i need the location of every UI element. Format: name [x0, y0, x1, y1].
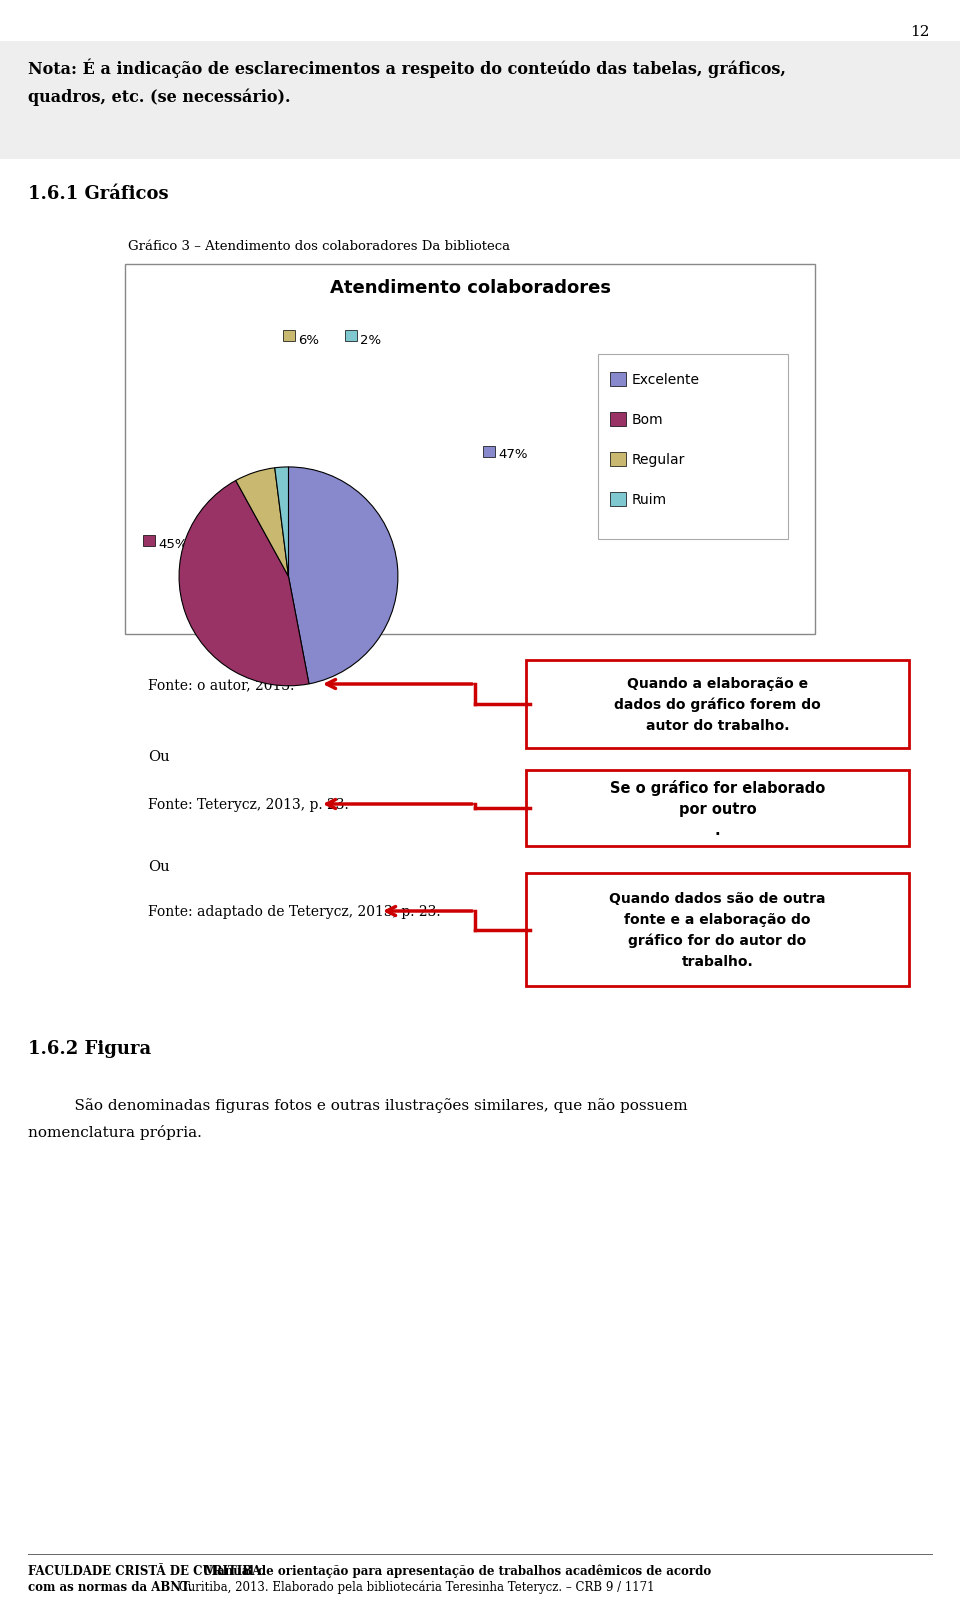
FancyBboxPatch shape [526, 660, 909, 749]
Text: 45%: 45% [158, 537, 187, 550]
Text: Manual de orientação para apresentação de trabalhos acadêmicos de acordo: Manual de orientação para apresentação d… [200, 1564, 711, 1577]
FancyBboxPatch shape [610, 492, 626, 507]
Text: Ruim: Ruim [632, 492, 667, 507]
FancyBboxPatch shape [125, 265, 815, 634]
FancyBboxPatch shape [483, 447, 495, 458]
Text: 2%: 2% [360, 334, 381, 347]
Text: Atendimento colaboradores: Atendimento colaboradores [329, 279, 611, 297]
Wedge shape [180, 481, 309, 686]
Text: com as normas da ABNT.: com as normas da ABNT. [28, 1580, 192, 1593]
Text: São denominadas figuras fotos e outras ilustrações similares, que não possuem: São denominadas figuras fotos e outras i… [55, 1098, 687, 1112]
Text: Se o gráfico for elaborado
por outro
.: Se o gráfico for elaborado por outro . [610, 780, 826, 838]
FancyBboxPatch shape [283, 331, 295, 342]
Text: quadros, etc. (se necessário).: quadros, etc. (se necessário). [28, 87, 291, 105]
Text: Fonte: Teterycz, 2013, p. 23.: Fonte: Teterycz, 2013, p. 23. [148, 797, 348, 812]
Text: Gráfico 3 – Atendimento dos colaboradores Da biblioteca: Gráfico 3 – Atendimento dos colaboradore… [128, 240, 510, 253]
Wedge shape [236, 468, 288, 578]
Text: Excelente: Excelente [632, 373, 700, 387]
Text: 47%: 47% [498, 449, 527, 462]
Text: Ou: Ou [148, 860, 170, 873]
FancyBboxPatch shape [526, 770, 909, 846]
FancyBboxPatch shape [0, 42, 960, 160]
Text: 6%: 6% [298, 334, 319, 347]
FancyBboxPatch shape [610, 413, 626, 426]
Text: Regular: Regular [632, 452, 685, 466]
Text: Quando dados são de outra
fonte e a elaboração do
gráfico for do autor do
trabal: Quando dados são de outra fonte e a elab… [610, 891, 826, 968]
Text: Bom: Bom [632, 413, 663, 426]
Text: Nota: É a indicação de esclarecimentos a respeito do conteúdo das tabelas, gráfi: Nota: É a indicação de esclarecimentos a… [28, 58, 786, 77]
Wedge shape [275, 468, 288, 578]
FancyBboxPatch shape [598, 355, 788, 539]
Text: Fonte: o autor, 2013.: Fonte: o autor, 2013. [148, 678, 295, 691]
Text: 12: 12 [910, 24, 929, 39]
Text: Ou: Ou [148, 749, 170, 763]
Text: nomenclatura própria.: nomenclatura própria. [28, 1125, 202, 1139]
Text: Quando a elaboração e
dados do gráfico forem do
autor do trabalho.: Quando a elaboração e dados do gráfico f… [614, 676, 821, 733]
FancyBboxPatch shape [345, 331, 357, 342]
Text: Curitiba, 2013. Elaborado pela bibliotecária Teresinha Teterycz. – CRB 9 / 1171: Curitiba, 2013. Elaborado pela bibliotec… [175, 1580, 655, 1593]
Text: 1.6.2 Figura: 1.6.2 Figura [28, 1039, 151, 1057]
Text: FACULDADE CRISTÃ DE CURITIBA.: FACULDADE CRISTÃ DE CURITIBA. [28, 1564, 265, 1577]
FancyBboxPatch shape [610, 373, 626, 387]
FancyBboxPatch shape [610, 452, 626, 466]
FancyBboxPatch shape [143, 536, 155, 547]
FancyBboxPatch shape [526, 873, 909, 986]
Text: 1.6.1 Gráficos: 1.6.1 Gráficos [28, 186, 169, 203]
Text: Fonte: adaptado de Teterycz, 2013, p. 23.: Fonte: adaptado de Teterycz, 2013, p. 23… [148, 904, 441, 918]
Wedge shape [288, 468, 397, 684]
